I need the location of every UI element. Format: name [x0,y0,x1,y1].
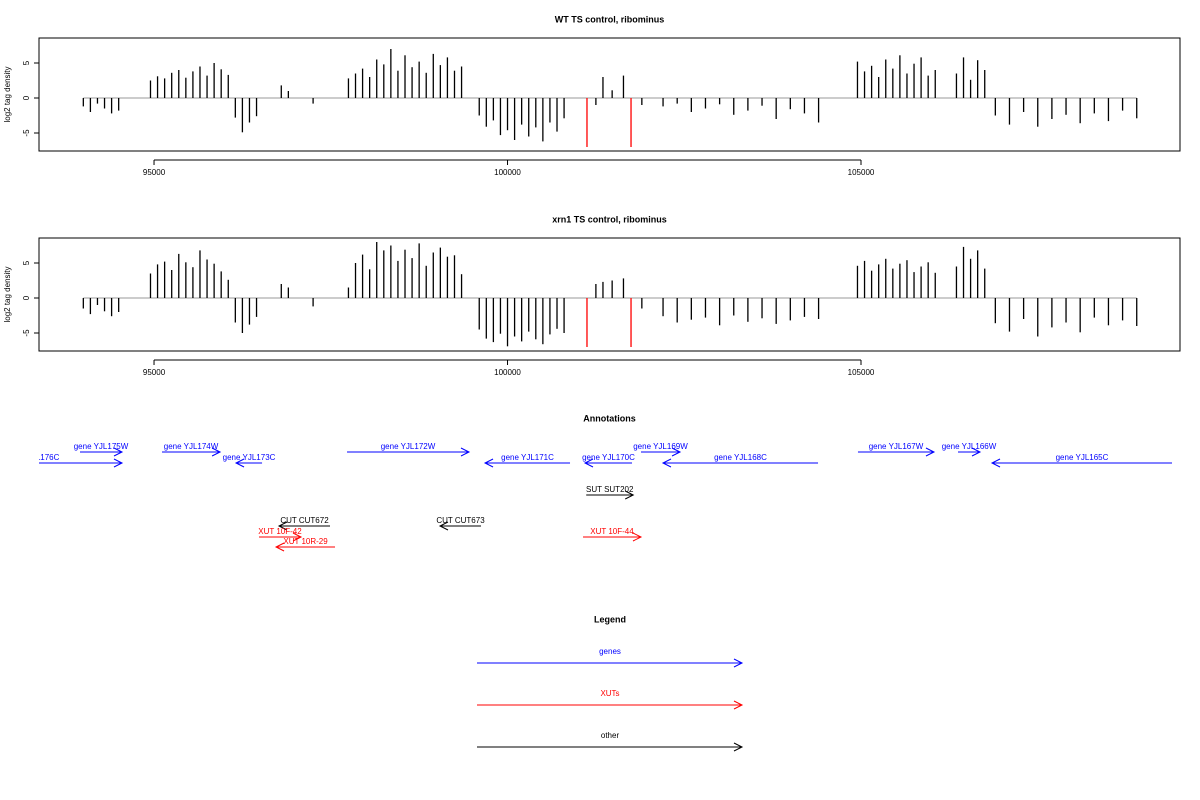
y-tick-label: 5 [22,60,31,65]
arrow-head [990,458,1001,468]
annotation-arrow [438,521,482,531]
arrow-head [632,532,643,542]
annotations-title: Annotations [583,413,636,423]
arrow-head [460,447,471,457]
annotation-label: gene YJL174W [164,442,219,451]
legend-label: genes [599,647,621,656]
arrow-head [483,458,494,468]
annotation-arrow [162,447,222,457]
x-tick-label: 100000 [494,368,521,377]
annotation-label: gene YJL167W [869,442,924,451]
annotation-label: CUT CUT672 [280,516,329,525]
annotation-arrow [347,447,471,457]
arrow-head [292,532,303,542]
x-tick-label: 105000 [848,368,875,377]
legend-title: Legend [594,614,626,624]
annotation-arrow [259,532,303,542]
legend-arrow [477,658,744,668]
annotation-arrow [277,521,330,531]
annotation-arrow [990,458,1173,468]
arrow-head [733,700,744,710]
annotation-arrow [661,458,819,468]
arrow-head [211,447,222,457]
arrow-head [925,447,936,457]
annotation-label: gene YJL165C [1056,453,1109,462]
annotation-arrow [583,532,643,542]
annotation-label: gene YJL171C [501,453,554,462]
x-tick-label: 100000 [494,168,521,177]
arrow-head [113,447,124,457]
arrow-head [113,458,124,468]
annotation-track: gene YJL176C gene YJL175W gene YJL174W gene… [7,442,1173,552]
annotation-arrow [583,458,633,468]
annotation-label: XUT 10R-29 [283,537,328,546]
arrow-head [438,521,449,531]
annotation-label: gene YJL175W [74,442,129,451]
annotation-label: gene YJL168C [714,453,767,462]
arrow-head [971,447,982,457]
arrow-head [671,447,682,457]
legend-arrow [477,742,744,752]
annotation-arrow [958,447,982,457]
annotation-label: gene YJL169W [633,442,688,451]
legend-label: XUTs [600,689,619,698]
x-tick-label: 95000 [143,168,166,177]
arrow-head [583,458,594,468]
x-tick-label: 95000 [143,368,166,377]
y-tick-label: -5 [22,329,31,337]
y-tick-label: -5 [22,129,31,137]
annotation-label: gene YJL173C [223,453,276,462]
x-tick-label: 105000 [848,168,875,177]
annotation-arrow [586,490,635,500]
y-tick-label: 0 [22,95,31,100]
arrow-head [277,521,288,531]
annotation-arrow [39,458,124,468]
annotation-label: gene YJL166W [942,442,997,451]
y-tick-label: 5 [22,260,31,265]
annotation-arrow [857,447,936,457]
arrow-head [234,458,245,468]
arrow-head [733,658,744,668]
legend-arrow [477,700,744,710]
annotation-arrow [234,458,263,468]
annotation-arrow [80,447,124,457]
annotation-label: CUT CUT673 [436,516,485,525]
y-axis-label: log2 tag density [3,266,12,322]
chart-title: xrn1 TS control, ribominus [552,214,667,224]
plot-frame [38,237,1181,352]
plot-frame [38,37,1181,152]
annotation-arrow [483,458,571,468]
arrow-head [274,542,285,552]
arrow-head [661,458,672,468]
legend-label: other [601,731,620,740]
annotation-label: XUT 10F-44 [590,527,634,536]
annotation-arrow [640,447,682,457]
annotation-label: XUT 10F-42 [258,527,302,536]
annotation-label: gene YJL176C [7,453,60,462]
arrow-head [624,490,635,500]
annotation-arrow [274,542,336,552]
chart-title: WT TS control, ribominus [555,14,665,24]
arrow-head [733,742,744,752]
annotation-label: SUT SUT202 [586,485,634,494]
y-tick-label: 0 [22,295,31,300]
y-axis-label: log2 tag density [3,66,12,122]
annotation-label: gene YJL172W [381,442,436,451]
annotation-label: gene YJL170C [582,453,635,462]
